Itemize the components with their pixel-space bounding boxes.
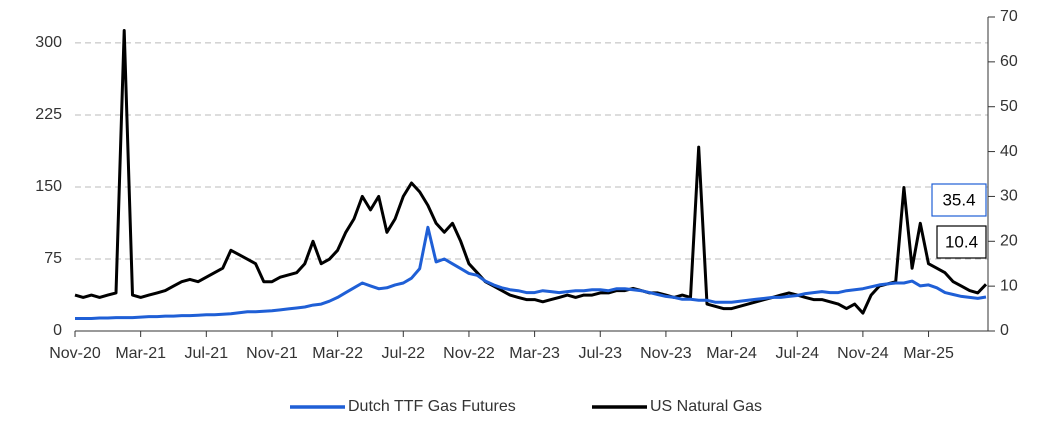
y-tick-label: 300: [35, 34, 62, 51]
y-tick-label: 75: [44, 250, 62, 267]
x-tick-label: Mar-21: [115, 345, 166, 362]
x-tick-label: Nov-20: [49, 345, 101, 362]
y2-tick-label: 0: [1000, 322, 1009, 339]
last-value-box: [936, 225, 987, 259]
x-tick-label: Jul-22: [381, 345, 425, 362]
y2-tick-label: 70: [1000, 8, 1018, 25]
last-value-box: [931, 183, 987, 217]
x-tick-label: Jul-23: [578, 345, 622, 362]
series-line: [75, 225, 987, 320]
y-tick-label: 150: [35, 178, 62, 195]
y2-tick-label: 10: [1000, 277, 1018, 294]
legend-label: Dutch TTF Gas Futures: [348, 398, 516, 415]
series-line: [74, 29, 988, 315]
x-tick-label: Mar-24: [706, 345, 757, 362]
x-tick-label: Nov-22: [443, 345, 495, 362]
x-tick-label: Jul-21: [185, 345, 229, 362]
y2-tick-label: 60: [1000, 53, 1018, 70]
y2-tick-label: 20: [1000, 233, 1018, 250]
legend-label: US Natural Gas: [650, 398, 762, 415]
y-tick-label: 225: [35, 106, 62, 123]
x-tick-label: Mar-25: [903, 345, 954, 362]
y2-tick-label: 30: [1000, 188, 1018, 205]
last-value-label: 10.4: [945, 232, 978, 251]
x-tick-label: Mar-22: [312, 345, 363, 362]
y-tick-label: 0: [53, 322, 62, 339]
y2-tick-label: 40: [1000, 143, 1018, 160]
x-tick-label: Nov-21: [246, 345, 298, 362]
y2-tick-label: 50: [1000, 98, 1018, 115]
x-tick-label: Mar-23: [509, 345, 560, 362]
x-tick-label: Nov-24: [837, 345, 889, 362]
x-tick-label: Nov-23: [640, 345, 692, 362]
x-tick-label: Jul-24: [775, 345, 819, 362]
last-value-label: 35.4: [942, 190, 975, 209]
